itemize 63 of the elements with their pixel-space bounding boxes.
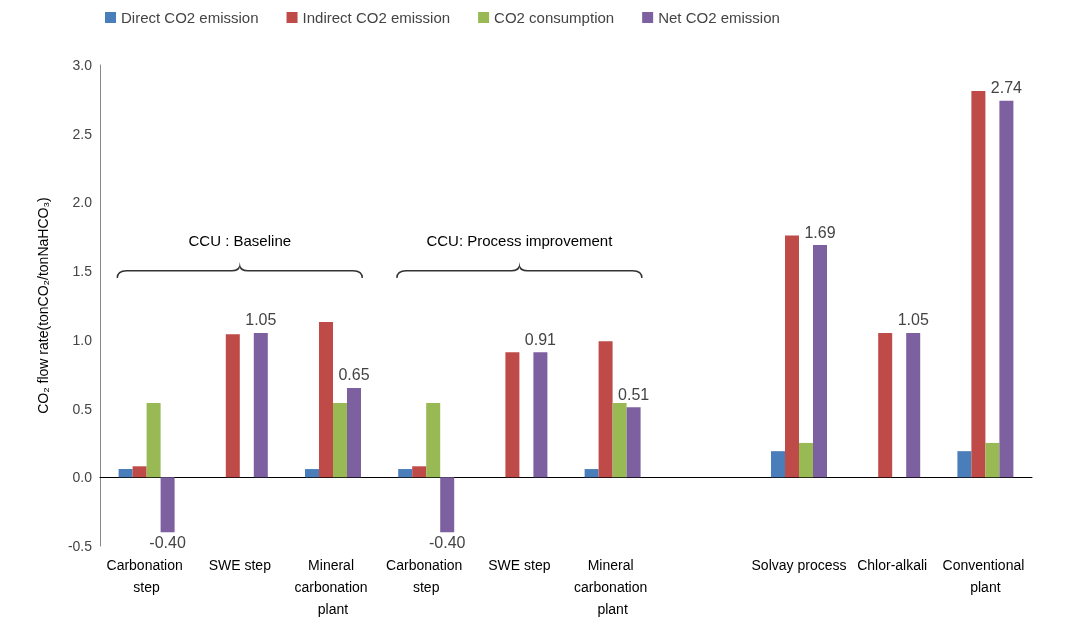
bar [985,442,1000,478]
bar [813,245,827,478]
bar [305,469,319,478]
x-tick-label: SWE step [488,557,551,573]
data-label: 0.91 [524,330,557,348]
x-tick-label: Mineral carbonation plant [294,557,372,617]
data-label: 0.51 [618,385,650,403]
bar [398,469,413,478]
bar [598,341,613,478]
x-tick-label: Mineral carbonation plant [574,557,652,617]
legend-label: CO2 consumption [494,9,615,26]
bar [146,403,161,478]
x-tick-label: Carbonation step [106,557,187,595]
x-tick-label: SWE step [208,557,272,573]
x-tick-label: Chlor-alkali [857,557,928,573]
bar [626,407,641,478]
annotation: CCU: Process improvement [426,232,613,249]
y-tick-label: 1.0 [72,331,93,348]
x-tick-label: Conventional plant [942,557,1029,595]
bar [878,332,893,478]
bar [319,321,333,478]
x-tick-label: Solvay process [751,557,847,573]
bar [132,466,147,478]
bar [971,91,986,478]
y-tick-label: 1.5 [72,263,93,280]
legend-label: Direct CO2 emission [121,9,259,26]
y-tick-label: 2.5 [72,125,93,142]
y-tick-label: 3.0 [72,57,93,73]
bar [771,451,785,478]
data-label: -0.40 [149,533,186,551]
bar [785,235,799,478]
bar [584,469,599,478]
y-tick-label: 2.0 [72,194,93,211]
bar [799,442,813,478]
data-label: 1.05 [245,311,277,329]
bar [118,469,133,478]
bar [440,477,455,533]
legend-label: Indirect CO2 emission [302,9,451,26]
data-label: 1.05 [897,311,929,329]
bar [957,451,972,478]
bar [999,100,1014,478]
bar [253,332,268,478]
bar [160,477,175,533]
annotation: CCU : Baseline [188,232,292,249]
bar [906,332,921,478]
y-tick-label: 0.0 [72,469,93,486]
x-tick-label: Carbonation step [386,557,467,595]
bar [347,387,361,478]
bar [533,352,548,478]
bar [333,403,347,478]
bar [426,403,441,478]
data-label: 1.69 [804,223,836,241]
y-tick-label: -0.5 [67,538,93,554]
bar [505,352,520,478]
y-tick-label: 0.5 [72,400,93,417]
data-label: 2.74 [990,79,1023,97]
data-label: -0.40 [428,533,466,551]
bar [412,466,427,478]
data-label: 0.65 [338,366,370,384]
y-axis-title: CO₂ flow rate(tonCO₂/tonNaHCO₃) [35,197,51,414]
bar [225,334,240,478]
bar [612,403,627,478]
legend-label: Net CO2 emission [658,9,780,26]
